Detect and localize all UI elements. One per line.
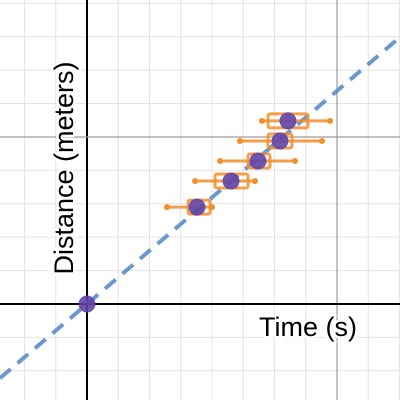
whisker-end [237,137,243,144]
data-point [222,172,240,190]
y-axis-label: Distance (meters) [49,61,79,274]
whisker-end [327,117,333,124]
x-axis-label: Time (s) [259,312,357,342]
data-point [188,198,206,216]
whisker-end [319,137,325,144]
whisker-end [164,204,170,211]
data-point [271,132,289,150]
data-point [249,152,267,170]
whisker-end [259,117,265,124]
whisker-end [292,158,298,165]
whisker-end [192,178,198,185]
data-point [279,112,297,130]
data-point [78,295,96,313]
whisker-end [217,158,223,165]
whisker-end [252,178,258,185]
